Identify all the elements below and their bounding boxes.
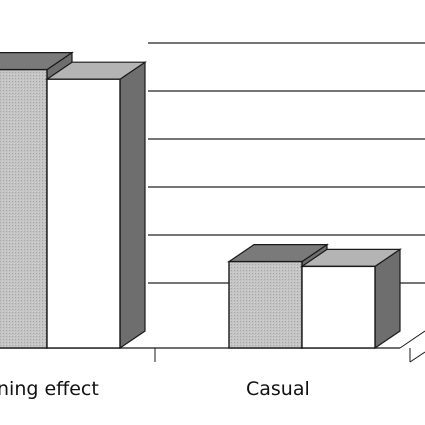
bar-front [46,78,121,349]
bars [0,51,402,350]
bar-side [119,61,146,350]
category-label-1: Casual [246,378,310,400]
category-labels: ning effect Casual [0,378,310,400]
bar-front [301,265,376,349]
bar-front [0,68,48,349]
bar-0-1 [45,61,147,350]
x-axis-tick-depth [409,351,425,363]
bar-front [228,260,303,349]
bar-1-1 [300,248,402,350]
category-label-0: ning effect [0,378,99,400]
floor-side-edge [399,330,425,349]
